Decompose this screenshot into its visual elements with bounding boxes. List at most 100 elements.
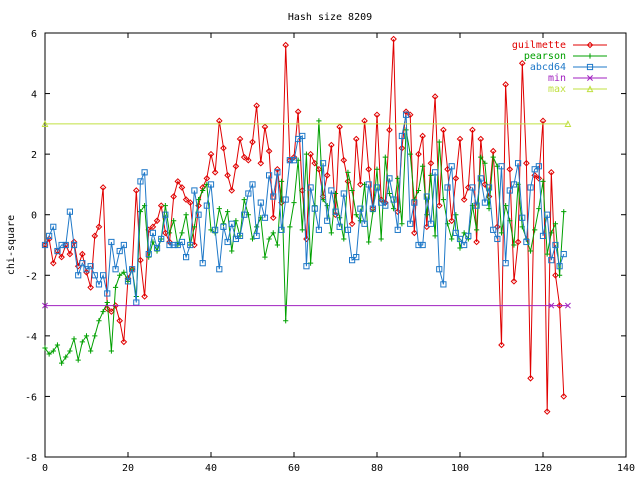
data-point-pearson (345, 169, 351, 175)
data-point-pearson (274, 242, 280, 248)
data-point-min (564, 302, 571, 309)
data-point-guilmette (390, 35, 397, 43)
data-point-pearson (320, 196, 326, 203)
data-point-pearson (121, 269, 127, 275)
data-point-pearson (179, 230, 185, 236)
data-point-abcd64 (120, 241, 127, 249)
data-point-guilmette (257, 159, 265, 167)
data-point-pearson (92, 333, 98, 339)
data-point-guilmette (149, 223, 157, 231)
data-point-guilmette (402, 108, 410, 116)
data-point-guilmette (120, 338, 128, 346)
data-point-guilmette (531, 172, 539, 179)
data-point-pearson (42, 345, 48, 351)
data-point-pearson (349, 187, 355, 194)
legend-marker-max (586, 85, 594, 93)
data-point-abcd64 (203, 202, 210, 209)
data-point-guilmette (91, 232, 99, 240)
data-point-min (42, 302, 48, 309)
data-point-abcd64 (75, 272, 82, 279)
data-point-abcd64 (494, 235, 501, 243)
data-point-pearson (395, 175, 401, 181)
data-point-abcd64 (473, 202, 480, 209)
data-point-abcd64 (390, 196, 397, 203)
data-point-abcd64 (158, 235, 165, 243)
x-tick-label: 60 (288, 463, 300, 474)
data-point-abcd64 (411, 199, 418, 206)
data-point-pearson (474, 227, 480, 233)
data-point-abcd64 (440, 281, 447, 288)
data-point-pearson (407, 151, 413, 157)
data-point-pearson (540, 178, 546, 184)
data-point-pearson (490, 154, 496, 160)
data-point-abcd64 (137, 178, 144, 185)
data-point-guilmette (157, 202, 165, 209)
data-point-abcd64 (510, 181, 518, 188)
data-point-abcd64 (104, 290, 111, 297)
data-point-guilmette (365, 165, 373, 173)
data-point-guilmette (232, 162, 240, 170)
data-point-abcd64 (282, 196, 289, 203)
data-point-pearson (262, 254, 268, 260)
data-point-pearson (382, 154, 388, 160)
data-point-guilmette (469, 126, 476, 134)
data-point-abcd64 (79, 260, 86, 267)
data-point-abcd64 (402, 111, 410, 118)
data-point-abcd64 (361, 220, 368, 227)
x-tick-label: 0 (42, 463, 48, 474)
data-point-guilmette (228, 187, 236, 194)
data-point-pearson (200, 187, 206, 194)
data-point-guilmette (427, 159, 435, 167)
data-point-abcd64 (141, 169, 148, 176)
data-point-guilmette (182, 196, 190, 203)
data-point-pearson (482, 160, 488, 166)
data-point-abcd64 (398, 132, 405, 140)
data-point-guilmette (170, 193, 177, 200)
data-point-abcd64 (456, 235, 464, 243)
data-point-guilmette (112, 302, 119, 309)
data-point-guilmette (282, 41, 290, 49)
data-point-abcd64 (519, 214, 526, 221)
data-point-pearson (415, 187, 422, 194)
data-point-guilmette (448, 217, 456, 225)
data-point-guilmette (103, 305, 111, 312)
data-point-guilmette (211, 169, 219, 176)
data-point-pearson (366, 239, 372, 245)
data-point-abcd64 (415, 241, 422, 249)
data-point-guilmette (452, 175, 460, 182)
legend-label-guilmette: guilmette (512, 40, 566, 51)
data-point-guilmette (498, 341, 505, 349)
data-point-abcd64 (95, 281, 103, 288)
series-line-abcd64 (44, 114, 565, 303)
series-guilmette (41, 35, 568, 415)
data-point-abcd64 (340, 190, 347, 197)
data-point-pearson (287, 224, 293, 230)
data-point-abcd64 (162, 211, 169, 218)
data-point-abcd64 (303, 263, 310, 270)
data-point-guilmette (240, 153, 248, 161)
data-point-pearson (316, 118, 322, 124)
y-tick-label: -2 (25, 271, 37, 282)
data-point-guilmette (514, 238, 522, 246)
data-point-pearson (112, 284, 119, 290)
data-point-guilmette (99, 184, 107, 191)
data-point-abcd64 (444, 184, 451, 191)
data-point-abcd64 (108, 238, 115, 246)
data-point-abcd64 (386, 175, 393, 182)
data-point-abcd64 (357, 205, 364, 212)
data-point-abcd64 (270, 193, 277, 200)
data-point-pearson (403, 127, 409, 133)
data-point-abcd64 (556, 263, 563, 270)
data-point-guilmette (411, 229, 418, 237)
data-point-abcd64 (178, 238, 186, 246)
data-point-guilmette (153, 217, 161, 225)
data-point-pearson (527, 248, 534, 254)
data-point-abcd64 (423, 193, 430, 200)
data-point-abcd64 (311, 205, 318, 212)
data-point-guilmette (58, 253, 65, 261)
data-point-abcd64 (212, 226, 219, 233)
data-point-abcd64 (170, 241, 177, 249)
data-point-guilmette (518, 59, 526, 67)
data-point-min (548, 302, 555, 309)
data-point-guilmette (460, 196, 468, 203)
